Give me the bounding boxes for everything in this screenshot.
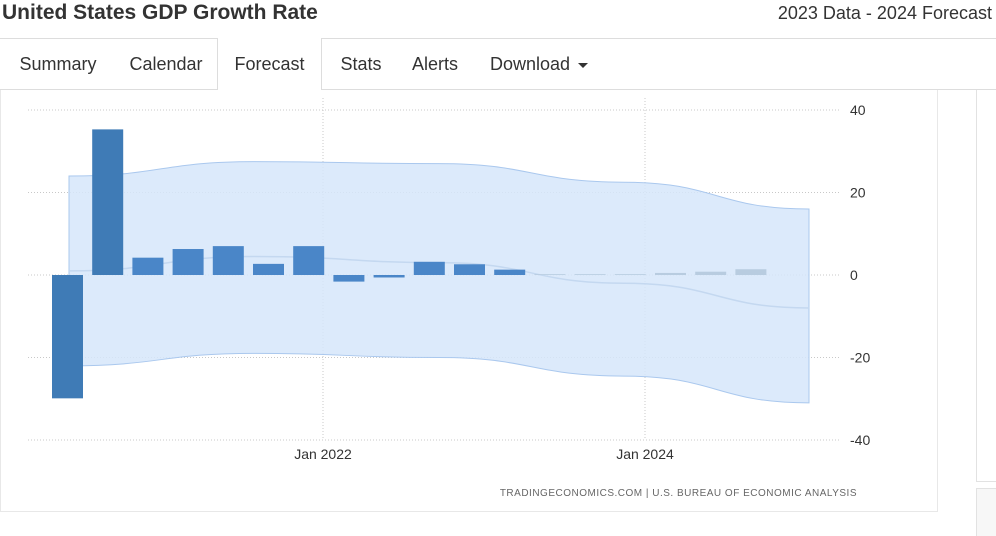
- x-tick-label: Jan 2024: [616, 446, 674, 462]
- data-bar: [253, 263, 284, 275]
- tab-bar: Summary Calendar Forecast Stats Alerts D…: [0, 38, 996, 90]
- chart-credit: TRADINGECONOMICS.COM | U.S. BUREAU OF EC…: [500, 488, 857, 499]
- x-axis: Jan 2022 Jan 2024: [294, 446, 674, 462]
- forecast-bar: [614, 274, 646, 275]
- tab-alerts[interactable]: Alerts: [400, 39, 470, 90]
- tab-download-label: Download: [489, 54, 571, 74]
- x-tick-label: Jan 2022: [294, 446, 352, 462]
- data-bar: [333, 275, 365, 282]
- y-tick-label: -40: [850, 432, 870, 448]
- tab-summary-label: Summary: [19, 54, 97, 74]
- data-bar: [373, 275, 405, 278]
- data-bar: [52, 275, 83, 399]
- data-bar: [132, 257, 164, 275]
- forecast-bar: [695, 271, 727, 275]
- gdp-chart: 40 20 0 -20 -40 Jan 2022 Jan 2024 TRADINGECON…: [28, 98, 870, 499]
- page-title: United States GDP Growth Rate: [2, 1, 318, 24]
- tab-calendar[interactable]: Calendar: [116, 39, 216, 90]
- forecast-bar: [655, 272, 686, 275]
- data-bar: [212, 246, 244, 275]
- chart-bars: [52, 129, 767, 399]
- forecast-band: [68, 161, 810, 404]
- y-tick-label: 20: [850, 185, 866, 201]
- data-bar: [454, 264, 485, 275]
- tab-stats-label: Stats: [340, 54, 382, 74]
- tab-summary[interactable]: Summary: [6, 39, 110, 90]
- y-tick-label: 0: [850, 267, 858, 283]
- tab-download[interactable]: Download: [478, 39, 600, 90]
- forecast-bar: [735, 269, 767, 275]
- tab-stats[interactable]: Stats: [326, 39, 396, 90]
- caret-down-icon: [578, 62, 589, 68]
- y-axis: 40 20 0 -20 -40: [850, 102, 870, 448]
- data-bar: [494, 269, 526, 275]
- side-panel: [976, 90, 996, 482]
- page-subtitle: 2023 Data - 2024 Forecast: [777, 3, 992, 23]
- page-header: United States GDP Growth Rate 2023 Data …: [0, 0, 996, 38]
- tab-alerts-label: Alerts: [411, 54, 458, 74]
- data-bar: [172, 249, 204, 275]
- tab-forecast-label: Forecast: [234, 54, 305, 74]
- data-bar: [92, 129, 124, 275]
- y-tick-label: 40: [850, 102, 866, 118]
- tab-forecast[interactable]: Forecast: [217, 38, 322, 90]
- tab-calendar-label: Calendar: [129, 54, 203, 74]
- forecast-bar: [534, 274, 566, 275]
- y-tick-label: -20: [850, 350, 870, 366]
- forecast-bar: [574, 274, 606, 275]
- data-bar: [413, 261, 445, 275]
- data-bar: [293, 246, 325, 275]
- side-panel-lower: [976, 488, 996, 536]
